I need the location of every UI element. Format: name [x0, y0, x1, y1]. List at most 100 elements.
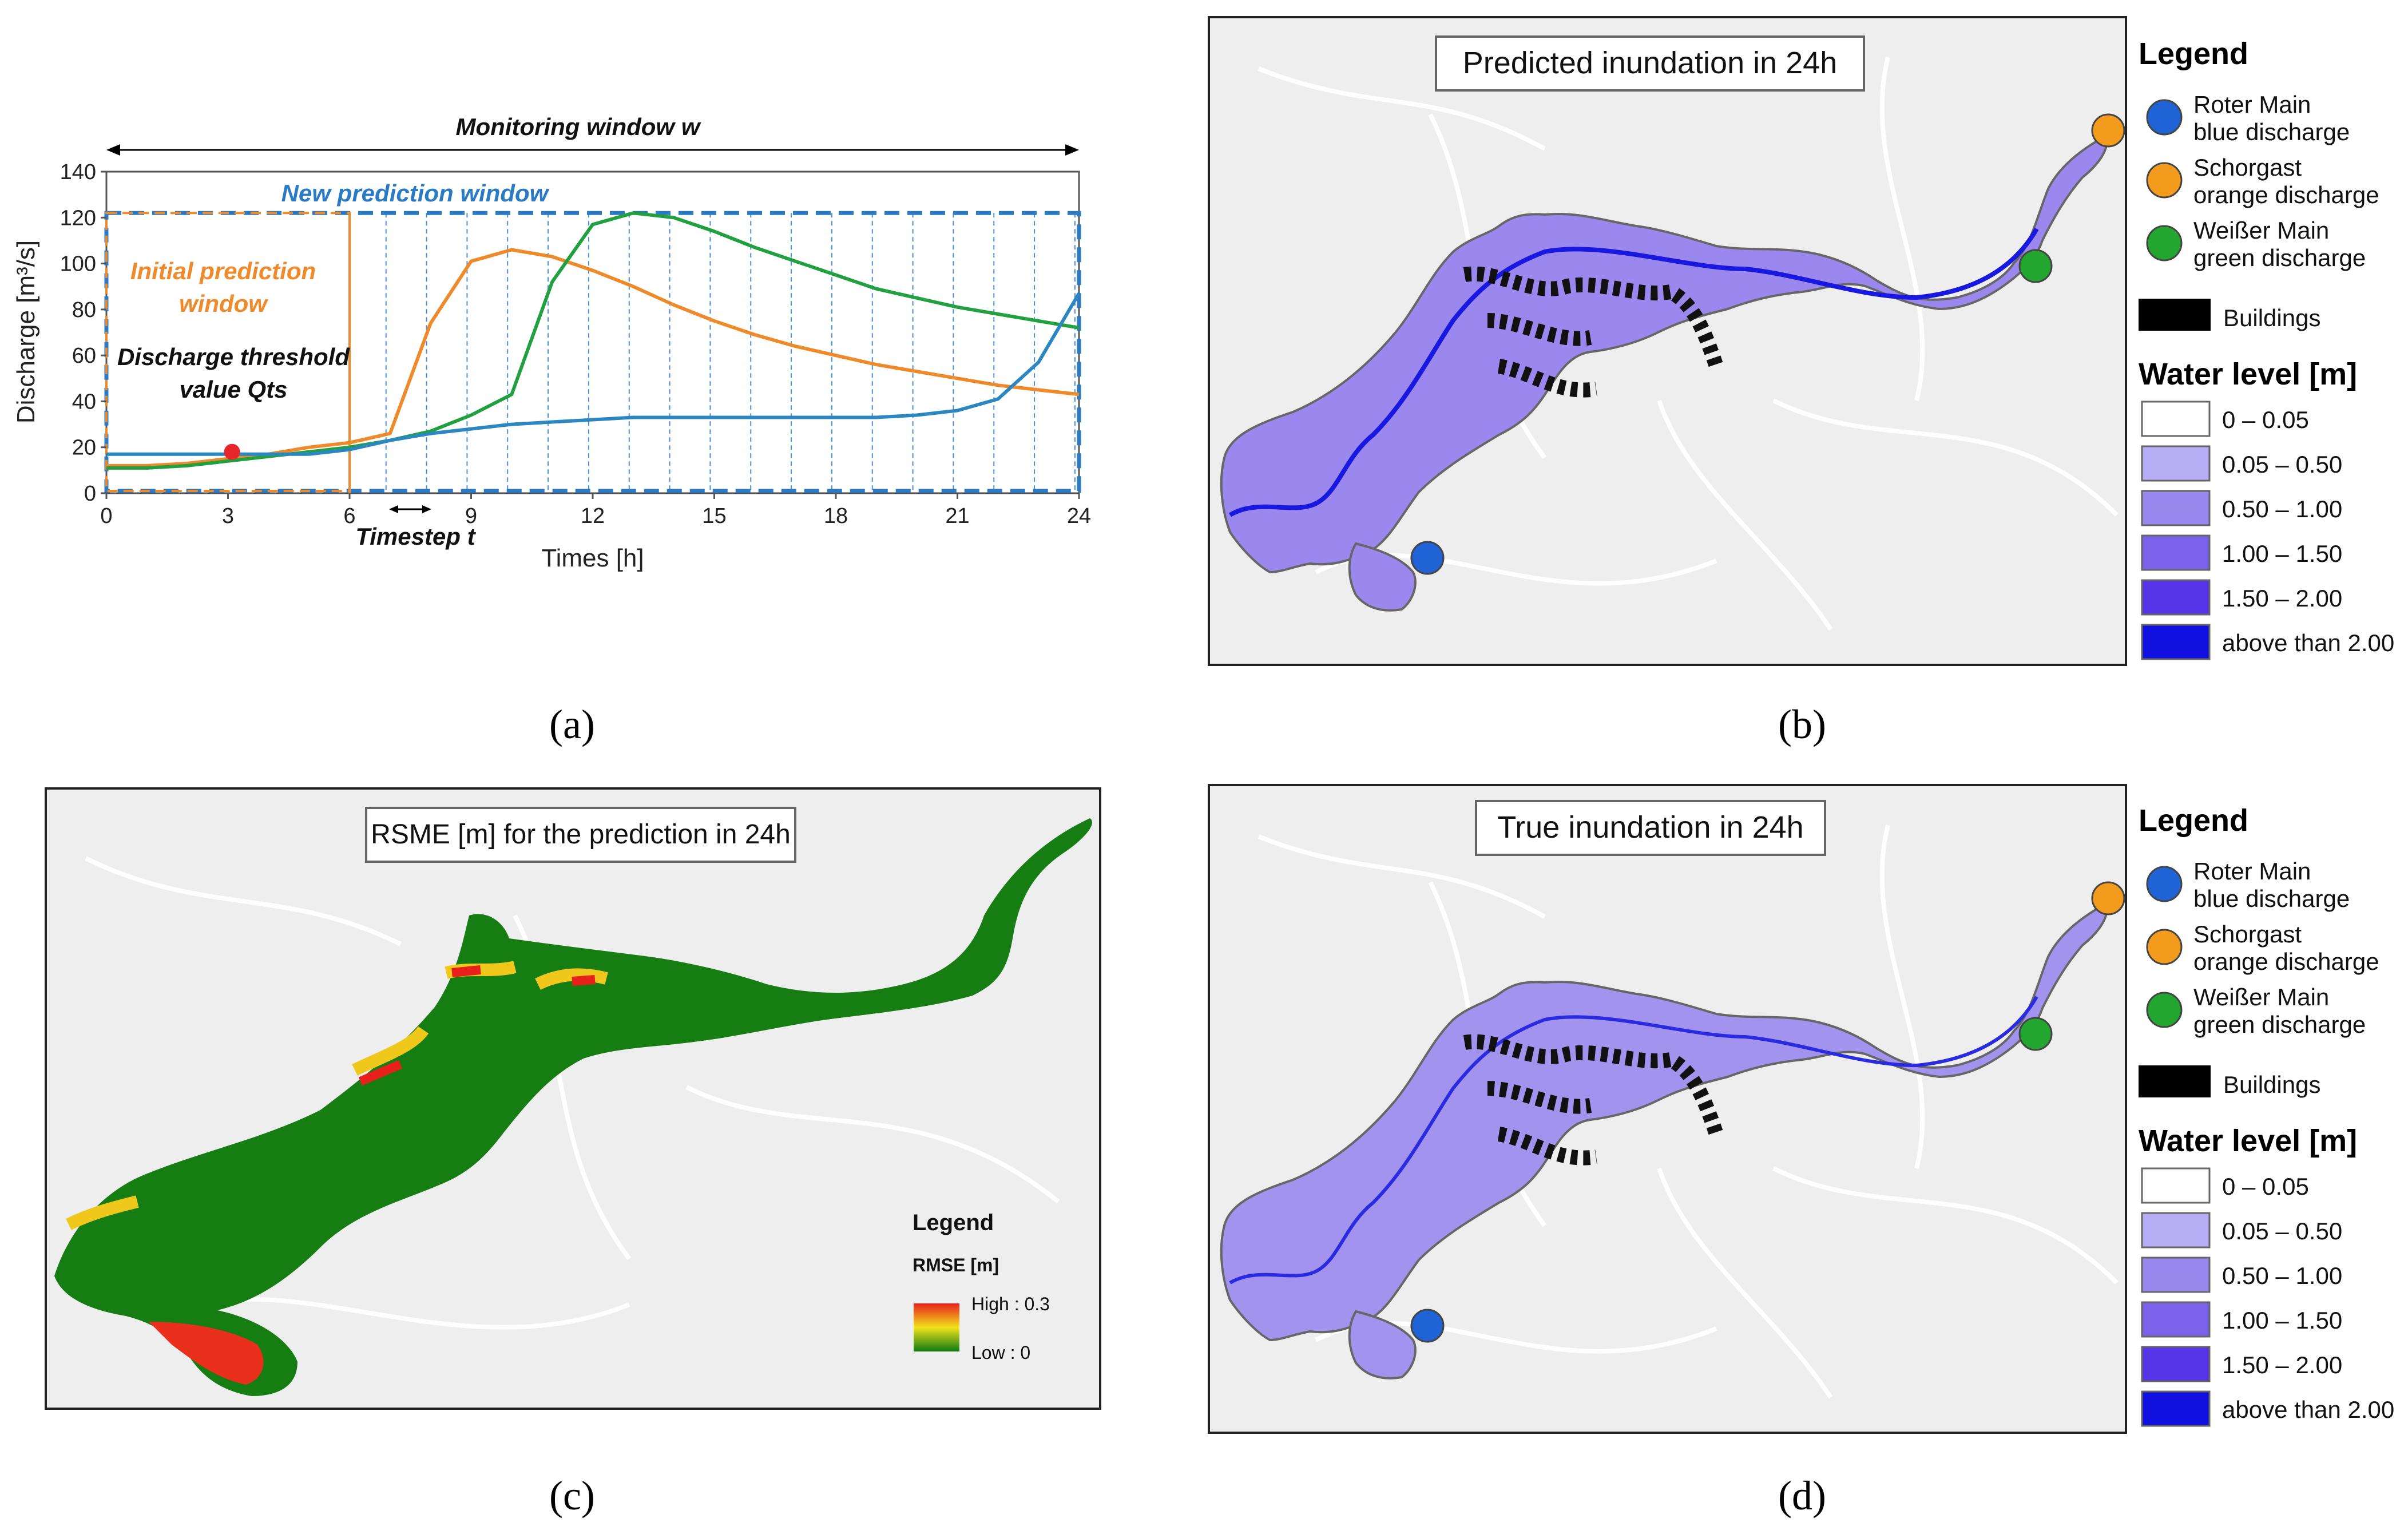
water-level-swatch: [2141, 579, 2211, 616]
x-tick-label: 6: [343, 504, 355, 528]
rmse-area: [54, 818, 1092, 1396]
y-axis-title: Discharge [m³/s]: [12, 240, 40, 423]
water-level-swatch: [2141, 1301, 2211, 1338]
high-error-zone: [149, 1322, 264, 1385]
water-level-swatch: [2141, 534, 2211, 571]
gauge-legend-icon: [2146, 992, 2183, 1028]
y-tick-label: 100: [60, 252, 96, 276]
weisser-main-gauge-icon: [2018, 1017, 2053, 1051]
legend-title: Legend: [2139, 803, 2248, 838]
new-prediction-window-label: New prediction window: [281, 180, 550, 207]
true-inundation-map: True inundation in 24h: [1208, 784, 2127, 1434]
high-error-patch: [358, 965, 596, 1086]
roter-main-gauge-icon: [1410, 541, 1445, 575]
x-tick-label: 3: [222, 504, 234, 528]
gauge-legend-icon: [2146, 99, 2183, 136]
gauge-name: Schorgast: [2193, 921, 2302, 948]
gauge-desc: orange discharge: [2193, 181, 2379, 208]
river-line: [1229, 996, 2038, 1285]
x-tick-label: 21: [945, 504, 969, 528]
map-title-box: [1435, 35, 1865, 92]
water-level-swatch: [2141, 1167, 2211, 1204]
gauge-desc: blue discharge: [2193, 118, 2350, 145]
water-level-label: 0 – 0.05: [2222, 1173, 2309, 1200]
water-level-label: 1.00 – 1.50: [2222, 540, 2342, 567]
x-tick-label: 18: [824, 504, 848, 528]
water-level-label: above than 2.00: [2222, 1396, 2394, 1423]
threshold-label-1: Discharge threshold: [117, 343, 350, 370]
buildings-label: Buildings: [2223, 304, 2320, 331]
x-tick-label: 9: [465, 504, 477, 528]
buildings-swatch: [2139, 1065, 2211, 1097]
gauge-legend-icon: [2146, 162, 2183, 199]
timestep-label: Timestep t: [355, 523, 476, 550]
x-tick-label: 12: [581, 504, 605, 528]
gauge-name: Weißer Main: [2193, 217, 2329, 244]
rmse-map: RSME [m] for the prediction in 24h Legen…: [45, 787, 1101, 1410]
roter-main-gauge-icon: [1410, 1309, 1445, 1343]
water-level-swatch: [2141, 1212, 2211, 1248]
water-level-swatch: [2141, 1256, 2211, 1293]
predicted-inundation-map: Predicted inundation in 24h: [1208, 16, 2127, 666]
panel-label-b: (b): [1778, 701, 1826, 747]
gauge-legend-icon: [2146, 866, 2183, 902]
water-level-title: Water level [m]: [2139, 1124, 2357, 1158]
buildings-area: [1463, 1034, 1724, 1166]
arrow-left-icon: [389, 505, 398, 513]
threshold-label-2: value Qts: [179, 376, 287, 403]
x-tick-label: 15: [702, 504, 726, 528]
arrow-right-icon: [422, 505, 431, 513]
schorgast-gauge-icon: [2091, 113, 2125, 148]
gauge-desc: green discharge: [2193, 244, 2366, 271]
panel-label-c: (c): [549, 1473, 595, 1519]
x-tick-label: 24: [1067, 504, 1091, 528]
water-level-label: above than 2.00: [2222, 629, 2394, 656]
map-title: RSME [m] for the prediction in 24h: [371, 819, 791, 850]
y-tick-label: 0: [84, 482, 96, 506]
buildings-label: Buildings: [2223, 1071, 2320, 1098]
map-title-box: [1475, 800, 1826, 856]
map-title: True inundation in 24h: [1497, 810, 1803, 845]
map-frame: [1208, 784, 2127, 1434]
plot-frame: [105, 171, 1080, 494]
water-level-swatch: [2141, 445, 2211, 482]
x-tick-labels: 0 3 6 9 12 15 18 21 24: [100, 493, 1091, 528]
legend-title: Legend: [2139, 37, 2248, 71]
gauge-legend-icon: [2146, 929, 2183, 965]
water-level-label: 0.05 – 0.50: [2222, 1218, 2342, 1244]
initial-prediction-label-2: window: [179, 290, 268, 317]
gauge-legend-icon: [2146, 225, 2183, 261]
series-line-1: [106, 211, 1080, 470]
series-line-2: [106, 292, 1081, 456]
y-tick-label: 140: [60, 160, 96, 184]
gauge-desc: orange discharge: [2193, 948, 2379, 975]
y-tick-labels: 0 20 40 60 80 100 120 140: [60, 160, 106, 506]
water-level-label: 1.00 – 1.50: [2222, 1307, 2342, 1334]
monitoring-window-label: Monitoring window w: [456, 113, 701, 140]
gauge-desc: green discharge: [2193, 1011, 2366, 1038]
river-line: [1228, 228, 2039, 517]
x-axis-title: Times [h]: [541, 544, 644, 572]
y-tick-label: 40: [72, 390, 96, 414]
weisser-main-gauge-icon: [2018, 249, 2053, 283]
map-frame: [1208, 16, 2127, 666]
water-level-swatch: [2141, 401, 2211, 437]
gauge-name: Roter Main: [2193, 858, 2311, 885]
panel-label-d: (d): [1778, 1473, 1826, 1519]
rmse-low-label: Low : 0: [971, 1342, 1030, 1363]
water-level-swatch: [2141, 624, 2211, 660]
buildings-area: [1463, 266, 1724, 398]
water-level-label: 0.50 – 1.00: [2222, 1262, 2342, 1289]
y-tick-label: 80: [72, 298, 96, 322]
gauge-name: Schorgast: [2193, 154, 2302, 181]
road-network: [85, 856, 1060, 1330]
rmse-legend-title: Legend: [913, 1210, 994, 1235]
water-level-title: Water level [m]: [2139, 357, 2357, 391]
water-level-label: 1.50 – 2.00: [2222, 585, 2342, 612]
water-level-label: 0.50 – 1.00: [2222, 496, 2342, 522]
map-title: Predicted inundation in 24h: [1463, 46, 1838, 80]
water-level-swatch: [2141, 490, 2211, 526]
series-lines: [106, 211, 1081, 470]
